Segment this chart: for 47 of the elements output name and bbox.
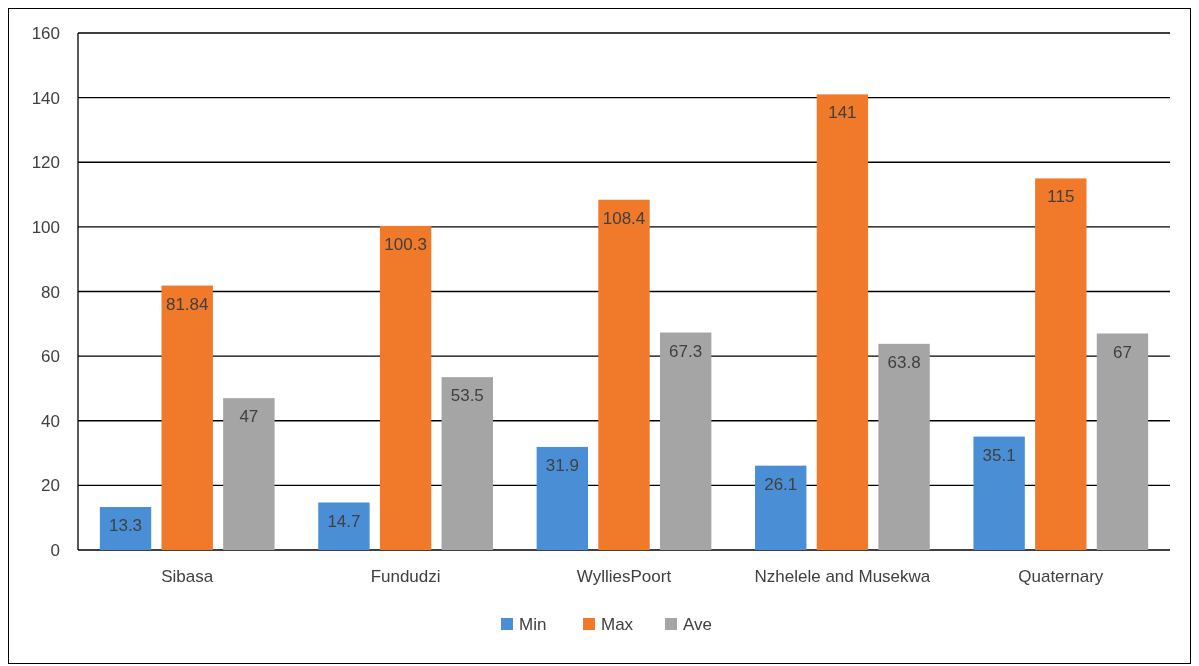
data-label: 115	[1047, 187, 1075, 207]
x-tick-label: Fundudzi	[370, 567, 441, 586]
y-tick-label: 40	[41, 411, 60, 431]
x-tick-label: WylliesPoort	[576, 567, 672, 586]
x-tick-label: Nzhelele and Musekwa	[754, 567, 931, 586]
data-label: 63.8	[887, 352, 921, 372]
y-tick-label: 0	[50, 541, 60, 560]
y-tick-label: 160	[31, 24, 60, 43]
bar	[536, 446, 589, 550]
data-label: 53.5	[450, 386, 484, 406]
data-label: 67.3	[669, 341, 703, 361]
bar	[1096, 333, 1149, 550]
data-label: 100.3	[384, 234, 427, 254]
data-label: 26.1	[764, 474, 798, 494]
bar	[973, 436, 1025, 550]
bar	[161, 285, 213, 550]
legend-label: Max	[601, 615, 634, 634]
data-label: 13.3	[108, 516, 143, 536]
y-tick-label: 120	[31, 153, 60, 173]
bar	[441, 377, 493, 550]
data-label: 47	[239, 407, 259, 427]
y-tick-label: 20	[41, 476, 60, 496]
legend-label: Min	[519, 615, 547, 634]
data-label: 31.9	[545, 455, 579, 475]
y-tick-label: 100	[31, 217, 60, 237]
data-label: 35.1	[982, 445, 1016, 465]
legend-label: Ave	[683, 615, 712, 634]
data-label: 141	[828, 103, 857, 123]
x-tick-label: Quaternary	[1018, 567, 1104, 586]
bar	[755, 465, 807, 550]
data-label: 67	[1113, 342, 1132, 362]
y-tick-label: 80	[41, 282, 60, 302]
data-label: 81.84	[165, 294, 209, 314]
y-tick-label: 60	[41, 347, 60, 367]
y-tick-label: 140	[31, 88, 60, 108]
bar	[816, 94, 869, 550]
bar	[379, 225, 432, 550]
bar	[318, 502, 370, 550]
x-tick-label: Sibasa	[161, 567, 214, 586]
bar	[223, 398, 275, 550]
bar	[659, 332, 712, 550]
data-label: 108.4	[602, 208, 646, 228]
bar	[598, 199, 650, 550]
bar	[1035, 178, 1087, 550]
bar	[99, 507, 152, 550]
bar	[878, 343, 930, 550]
data-label: 14.7	[327, 511, 361, 531]
